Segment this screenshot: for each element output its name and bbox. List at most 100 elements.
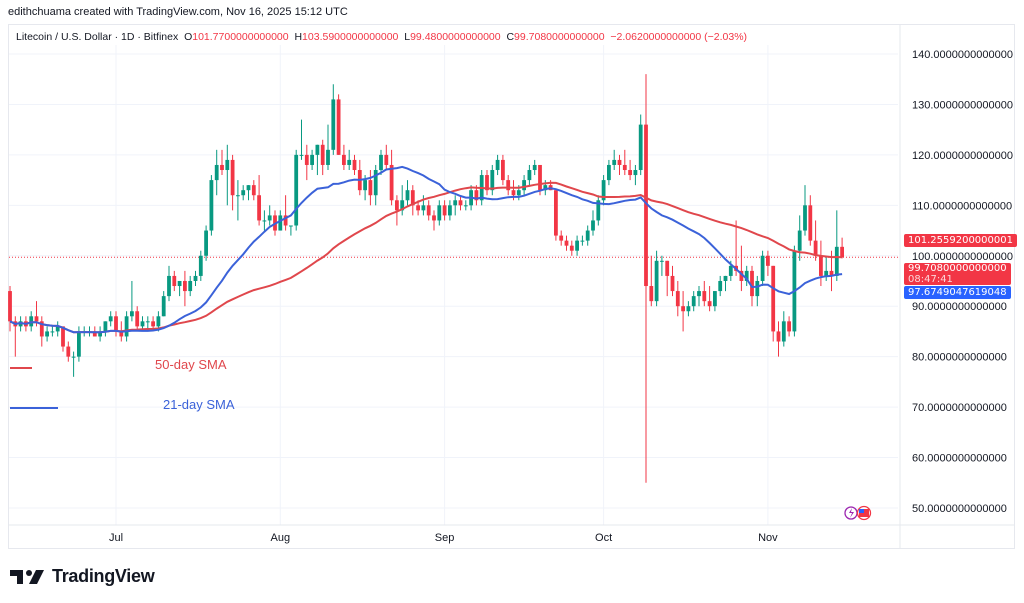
candle-down: [368, 180, 373, 196]
chart-credit: edithchuama created with TradingView.com…: [8, 6, 348, 18]
candle-up: [145, 321, 150, 323]
candle-down: [34, 316, 39, 322]
candle-up: [45, 331, 49, 337]
open-value: 101.7700000000000: [192, 31, 289, 43]
y-tick-label: 100.0000000000000: [912, 251, 1013, 263]
candle-down: [114, 316, 118, 332]
candle-up: [723, 275, 728, 281]
candle-down: [304, 154, 309, 165]
candle-up: [527, 170, 532, 181]
sma50-price-label: 101.2559200000001: [904, 234, 1017, 247]
high-value: 103.5900000000000: [302, 31, 399, 43]
sma50-annotation: 50-day SMA: [155, 357, 227, 372]
candle-up: [193, 275, 198, 281]
lightning-icon-glyph: [849, 508, 854, 518]
candle-down: [644, 124, 648, 287]
candle-down: [389, 164, 394, 201]
candle-up: [130, 311, 134, 317]
candle-up: [379, 154, 383, 171]
candle-down: [649, 286, 654, 302]
tradingview-logo-text: TradingView: [52, 566, 155, 586]
candle-up: [204, 230, 208, 256]
candle-down: [410, 190, 415, 206]
candle-up: [596, 200, 601, 221]
candle-up: [77, 331, 81, 357]
candle-up: [331, 99, 336, 150]
x-tick-label: Nov: [758, 532, 778, 544]
candle-down: [395, 200, 399, 211]
candle-up: [98, 331, 102, 337]
candle-up: [124, 316, 129, 337]
us-flag-canton: [859, 509, 864, 513]
sma21-price-label: 97.6749047619048: [904, 286, 1011, 299]
candle-down: [681, 306, 685, 312]
candle-down: [776, 331, 781, 342]
candle-up: [246, 185, 251, 191]
candle-up: [198, 255, 203, 276]
candle-up: [294, 154, 299, 226]
candle-up: [289, 225, 293, 227]
sma21-line: [9, 165, 843, 334]
candle-up: [585, 230, 590, 241]
candle-down: [501, 159, 505, 181]
candle-up: [824, 270, 829, 276]
candle-down: [829, 270, 834, 276]
candle-down: [766, 255, 770, 266]
candle-down: [617, 159, 622, 165]
candle-down: [771, 265, 776, 332]
candle-up: [660, 260, 664, 262]
candle-down: [808, 205, 813, 241]
candle-down: [66, 346, 71, 357]
candle-up: [177, 280, 182, 287]
tradingview-logo[interactable]: TradingView: [10, 566, 155, 587]
candle-down: [511, 190, 516, 196]
y-tick-label: 90.0000000000000: [912, 301, 1007, 313]
chart-frame: [8, 24, 1015, 549]
candle-up: [421, 205, 426, 211]
y-tick-label: 120.0000000000000: [912, 150, 1013, 162]
candle-down: [8, 291, 12, 322]
candle-up: [633, 170, 638, 176]
low-label: L: [404, 31, 411, 43]
y-tick-label: 130.0000000000000: [912, 99, 1013, 111]
candle-down: [564, 240, 569, 246]
high-label: H: [294, 31, 303, 43]
candle-up: [686, 306, 691, 312]
candle-up: [591, 220, 595, 231]
candle-down: [675, 291, 680, 307]
candle-up: [744, 270, 749, 281]
low-value: 99.4800000000000: [410, 31, 501, 43]
candle-up: [50, 331, 55, 333]
candle-up: [262, 220, 267, 222]
candle-up: [638, 124, 643, 171]
candle-up: [326, 149, 330, 165]
candle-up: [803, 205, 807, 231]
candle-down: [172, 275, 177, 287]
y-tick-label: 50.0000000000000: [912, 503, 1007, 515]
candle-down: [442, 205, 447, 216]
candle-up: [463, 205, 468, 207]
y-tick-label: 110.0000000000000: [912, 200, 1012, 212]
candle-up: [834, 246, 839, 276]
candle-down: [665, 260, 670, 276]
candle-up: [654, 260, 659, 302]
tradingview-logo-icon: [10, 569, 44, 584]
candle-down: [183, 280, 187, 292]
candle-up: [278, 215, 283, 231]
candle-up: [373, 170, 378, 196]
change-value: −2.0620000000000 (−2.03%): [610, 31, 748, 43]
candle-down: [813, 240, 818, 256]
candle-up: [310, 154, 314, 165]
candle-down: [458, 200, 463, 206]
candle-down: [750, 270, 754, 297]
candle-up: [363, 180, 367, 191]
x-tick-label: Sep: [435, 532, 455, 544]
candle-up: [781, 321, 786, 342]
candle-down: [819, 255, 823, 276]
candle-up: [103, 321, 108, 332]
candle-down: [384, 154, 389, 165]
candle-down: [39, 321, 44, 337]
candle-down: [840, 246, 844, 258]
candle-up: [718, 280, 723, 292]
